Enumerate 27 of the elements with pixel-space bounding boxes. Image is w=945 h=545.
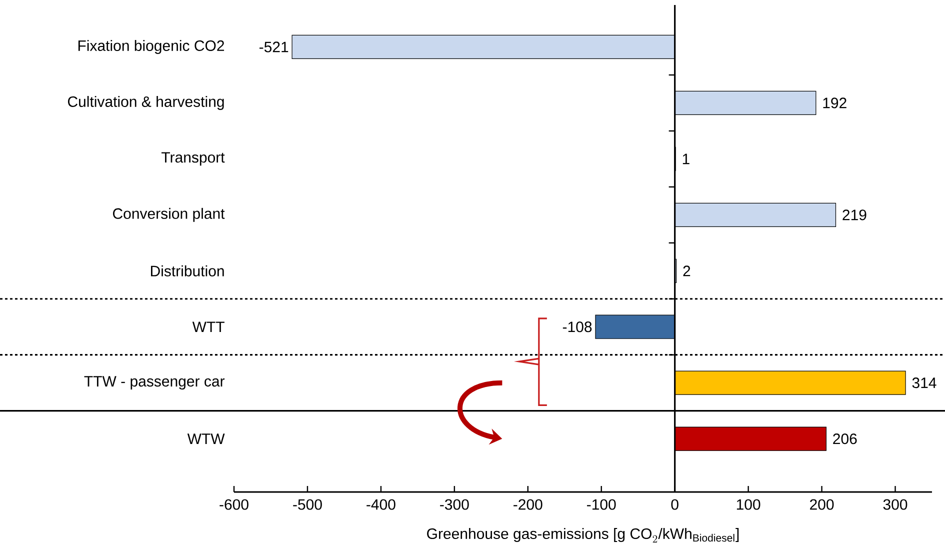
x-tick-label: 300 [883, 499, 908, 510]
y-tick-label: Transport [162, 152, 225, 166]
x-tick-label: -100 [587, 499, 616, 510]
y-tick-label: WTT [192, 322, 224, 332]
data-label: 219 [842, 210, 866, 220]
data-label: 1 [682, 154, 690, 164]
y-tick-label: WTW [187, 434, 225, 444]
y-tick-label: Cultivation & harvesting [68, 96, 224, 110]
y-tick-label: Distribution [151, 265, 224, 276]
x-axis-title: $\text{Greenhouse gas-emissions [g CO}_{2}\text{/kWh}_{\text{Biodiesel}}\text{]}$ [427, 528, 739, 543]
y-tick-label: TTW - passenger car [84, 376, 225, 390]
x-tick-label: 0 [671, 499, 678, 510]
x-tick-label: -500 [293, 499, 322, 510]
x-tick-label: -600 [220, 499, 248, 510]
y-tick-label: Fixation biogenic CO2 [78, 40, 224, 54]
data-label: 314 [912, 378, 936, 388]
data-label: -108 [562, 322, 592, 332]
x-tick-label: 100 [736, 499, 760, 510]
x-tick-label: -300 [440, 499, 469, 510]
data-label: -521 [259, 42, 288, 52]
x-tick-label: 200 [810, 499, 834, 510]
data-label: 192 [823, 98, 846, 108]
data-label: 206 [833, 434, 857, 444]
x-tick-label: -400 [366, 499, 396, 510]
data-label: 2 [683, 266, 690, 276]
y-tick-label: Conversion plant [113, 208, 225, 222]
x-tick-label: -200 [514, 499, 542, 510]
